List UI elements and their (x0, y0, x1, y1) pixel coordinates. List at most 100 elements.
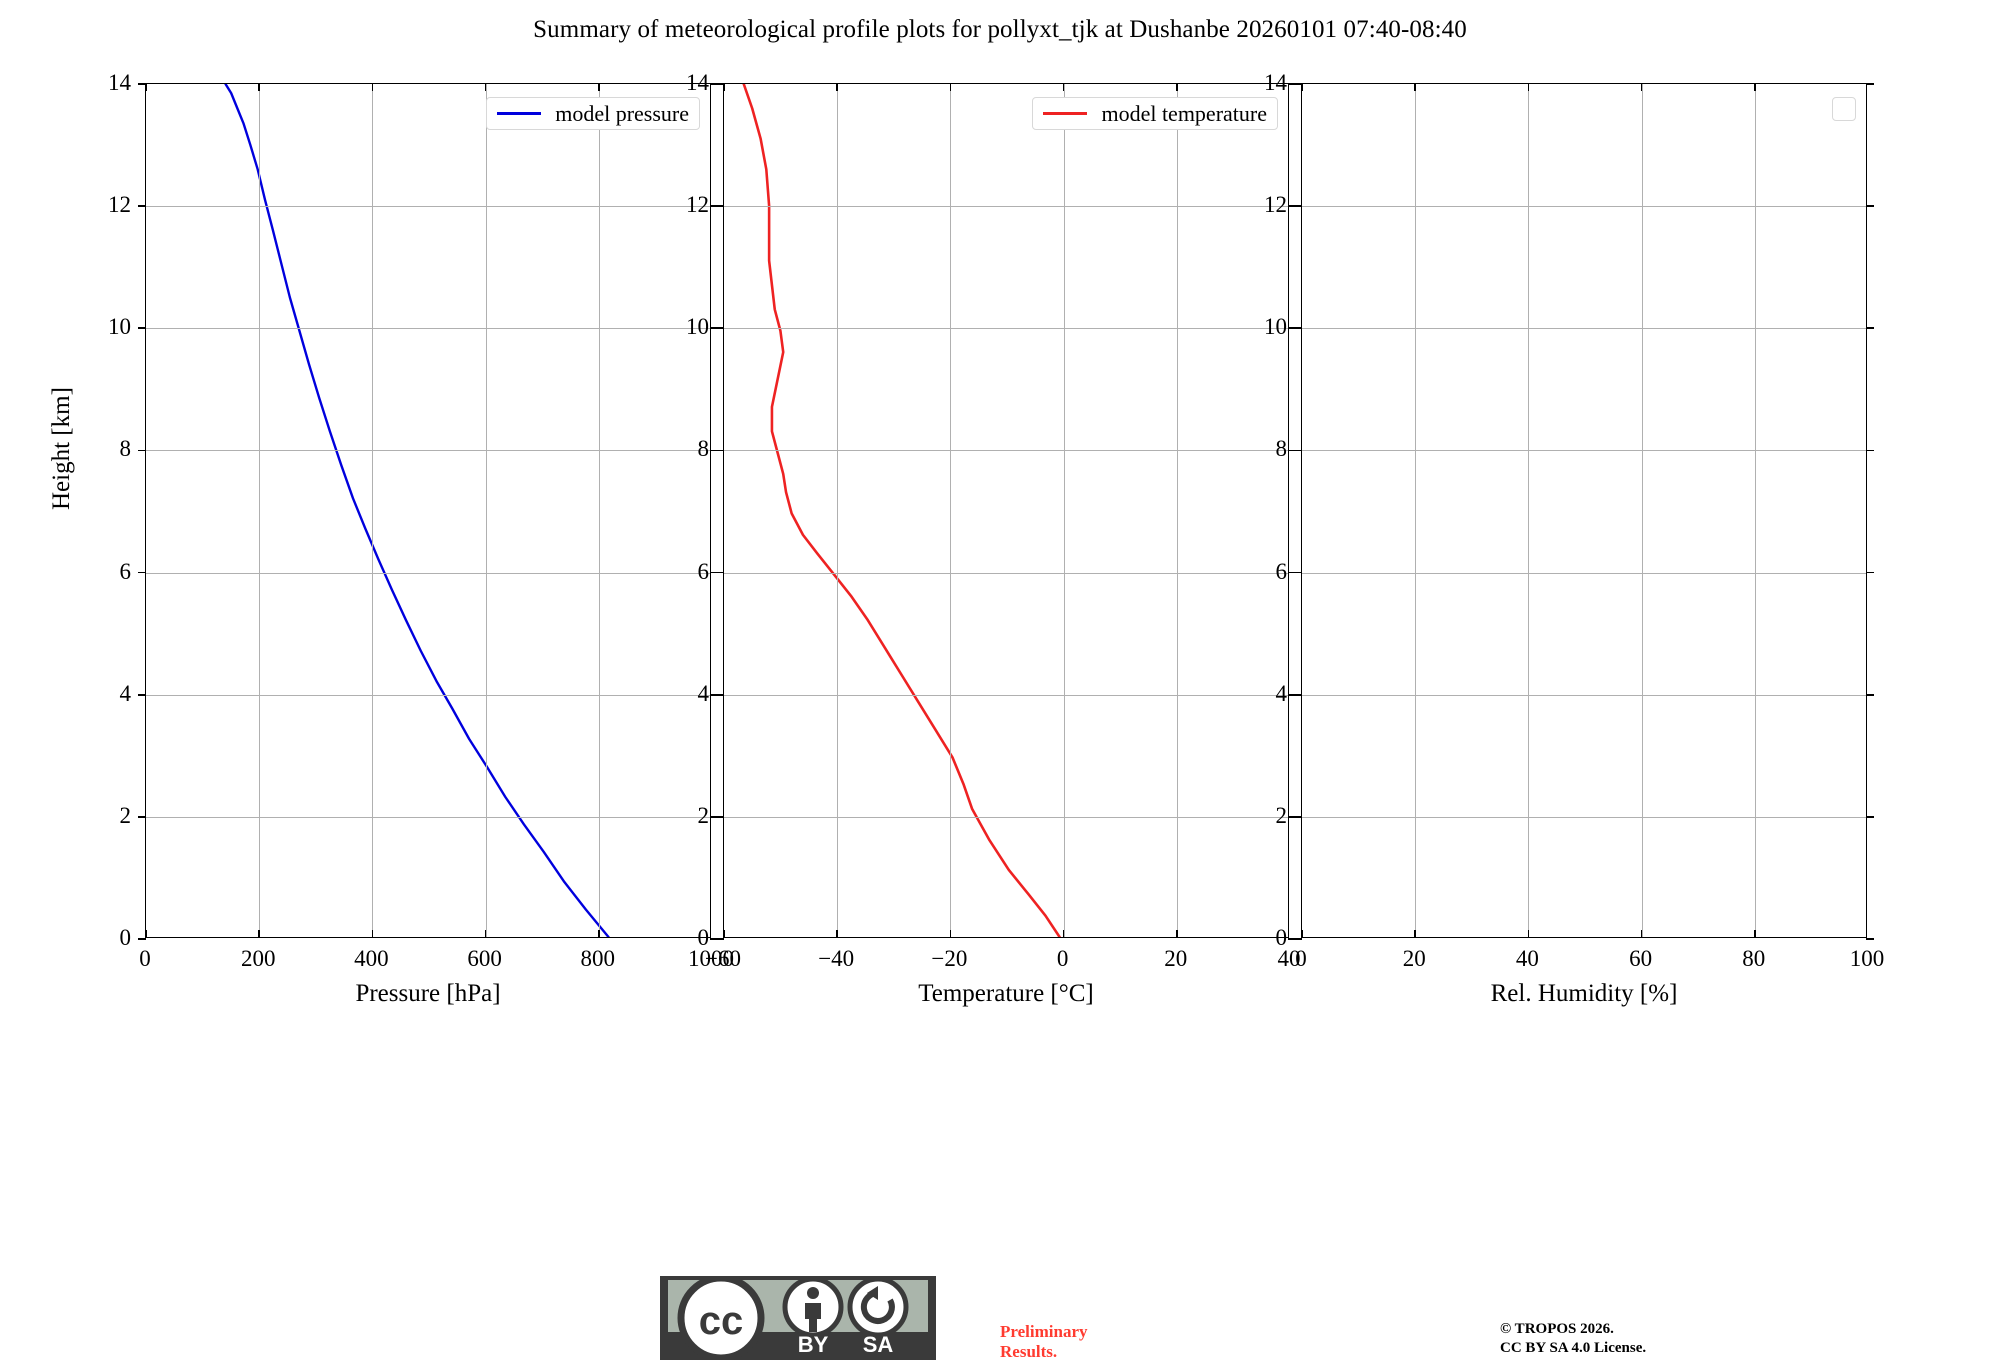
gridline-horizontal (1302, 450, 1866, 452)
axis-tick-y (716, 816, 724, 818)
gridline-vertical (1063, 84, 1065, 937)
axis-tick-y (1294, 938, 1302, 940)
y-tick-label: 14 (108, 70, 131, 95)
plot-area-humidity (1302, 84, 1866, 937)
gridline-vertical (837, 84, 839, 937)
axis-tick-y (710, 83, 718, 85)
axis-tick-y (1288, 449, 1296, 452)
y-tick-label: 12 (1264, 192, 1287, 218)
axis-tick-y (1866, 816, 1874, 818)
axis-tick-x (146, 84, 147, 91)
x-tick-label: 0 (1295, 946, 1307, 971)
gridline-horizontal (724, 572, 1288, 574)
x-tick-label: −60 (705, 946, 741, 971)
gridline-vertical (598, 84, 600, 937)
y-tick-label: 10 (686, 314, 709, 340)
y-tick-label: 0 (119, 925, 132, 950)
axis-tick-x (949, 84, 952, 91)
axis-tick-y (1294, 205, 1302, 207)
axis-tick-y (138, 327, 146, 330)
axis-tick-y (138, 205, 146, 207)
gridline-horizontal (724, 206, 1288, 208)
gridline-vertical (1176, 84, 1178, 937)
x-tick-label: 40 (1277, 946, 1301, 971)
axis-tick-y (1294, 693, 1302, 696)
legend-swatch-temperature (1043, 112, 1088, 115)
axis-tick-x (1527, 930, 1530, 937)
axis-tick-x (1302, 930, 1303, 937)
y-tick-label: 10 (1264, 314, 1287, 340)
y-tick-label: 0 (697, 925, 710, 950)
legend-label-temperature: model temperature (1101, 100, 1267, 126)
x-tick-label: 1000 (688, 946, 734, 971)
gridline-vertical (1641, 84, 1643, 937)
y-tick-label: 14 (1264, 70, 1287, 95)
x-axis-label-temperature: Temperature [°C] (918, 980, 1094, 1007)
y-tick-label: 6 (697, 558, 710, 584)
x-tick-label: −40 (818, 946, 855, 971)
legend-label-pressure: model pressure (555, 100, 689, 126)
axis-tick-x (836, 84, 838, 91)
axis-tick-y (1866, 449, 1874, 452)
axis-tick-y (1294, 816, 1302, 818)
temperature-curve (742, 84, 1061, 937)
axis-tick-x (371, 930, 374, 937)
y-tick-label: 12 (108, 192, 131, 218)
preliminary-results-note: Preliminary Results. (1000, 1322, 1088, 1362)
legend-swatch-pressure (497, 112, 542, 115)
y-tick-label: 8 (119, 436, 132, 462)
gridline-horizontal (146, 328, 710, 330)
x-tick-label: 0 (139, 946, 151, 971)
gridline-horizontal (1302, 816, 1866, 818)
axis-tick-y (138, 83, 146, 85)
x-tick-label: 20 (1164, 946, 1188, 971)
axis-tick-x (1640, 84, 1643, 91)
axis-tick-y (1294, 83, 1302, 85)
cc-by-label: BY (798, 1332, 829, 1357)
cc-license-badge: cc BY SA (660, 1274, 936, 1362)
y-axis-label: Height [km] (48, 387, 75, 510)
y-tick-label: 2 (1275, 802, 1288, 828)
gridline-vertical (1528, 84, 1530, 937)
gridline-vertical (259, 84, 261, 937)
x-tick-label: 800 (580, 946, 616, 971)
page-title: Summary of meteorological profile plots … (533, 16, 1467, 43)
gridline-horizontal (146, 694, 710, 696)
axis-tick-x (598, 930, 600, 937)
axis-tick-y (716, 327, 724, 330)
axis-tick-y (710, 449, 718, 452)
axis-tick-y (1866, 938, 1874, 940)
gridline-vertical (372, 84, 374, 937)
axis-tick-x (484, 930, 487, 937)
gridline-horizontal (1302, 206, 1866, 208)
pressure-curve (224, 84, 610, 937)
x-tick-label: 100 (1849, 946, 1885, 971)
axis-tick-y (1294, 449, 1302, 452)
axis-tick-x (1754, 930, 1756, 937)
y-tick-label: 4 (1275, 680, 1288, 706)
x-tick-label: 80 (1742, 946, 1766, 971)
y-tick-label: 14 (686, 70, 709, 95)
gridline-vertical (950, 84, 952, 937)
axis-tick-y (138, 938, 146, 940)
axis-tick-y (1866, 327, 1874, 330)
legend-temperature[interactable]: model temperature (1032, 97, 1278, 130)
gridline-horizontal (724, 450, 1288, 452)
axis-tick-y (1288, 693, 1296, 696)
axis-tick-y (138, 816, 146, 818)
legend-pressure[interactable]: model pressure (486, 97, 700, 130)
tropos-copyright-credit: © TROPOS 2026. CC BY SA 4.0 License. (1500, 1321, 1647, 1356)
axis-tick-y (710, 938, 718, 940)
axis-tick-x (371, 84, 374, 91)
axis-tick-x (949, 930, 952, 937)
x-axis-label-humidity: Rel. Humidity [%] (1490, 980, 1678, 1007)
axis-tick-x (1176, 930, 1178, 937)
axis-tick-y (138, 449, 146, 452)
x-tick-label: 600 (467, 946, 502, 971)
chart-panel-humidity (1294, 83, 1874, 940)
axis-tick-x (1640, 930, 1643, 937)
x-tick-label: 200 (240, 946, 276, 971)
legend-humidity-empty[interactable] (1832, 97, 1856, 121)
y-tick-label: 6 (1275, 558, 1288, 584)
cc-badge-svg: cc BY SA (660, 1274, 936, 1362)
